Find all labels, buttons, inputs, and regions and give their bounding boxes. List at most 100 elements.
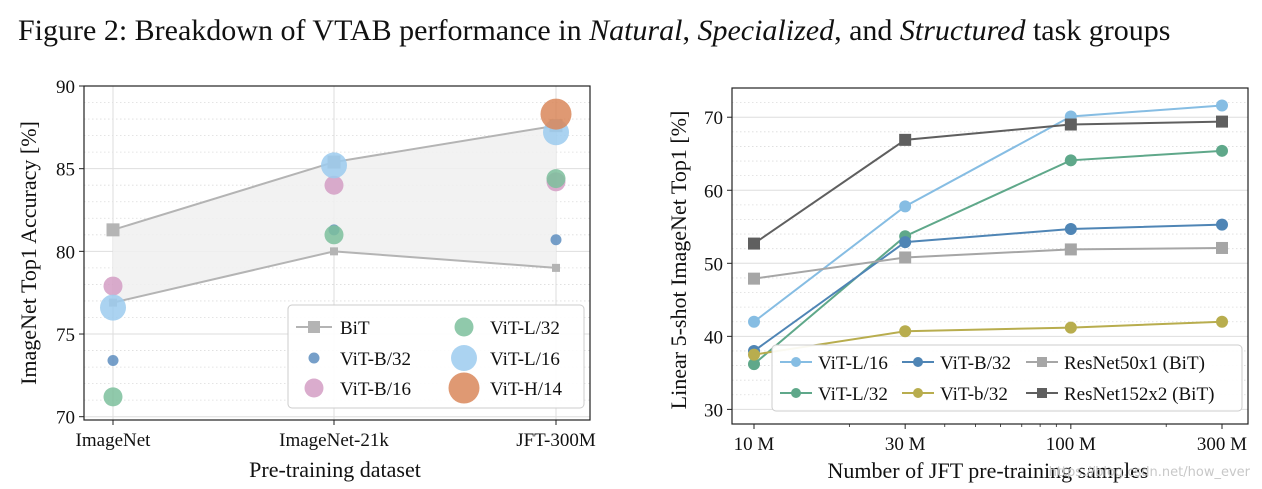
vit-l-16-marker: [899, 200, 912, 213]
left-ytick-label: 85: [56, 160, 75, 181]
resnet152x2-bit-marker: [1064, 118, 1077, 131]
vit-l-32-line: [753, 149, 1223, 365]
vit-l-16-marker: [748, 315, 760, 328]
title-sep1: ,: [682, 14, 698, 47]
vit-l-32-point: [103, 387, 123, 407]
title-suffix: task groups: [1025, 14, 1171, 47]
legend-marker: [913, 388, 923, 398]
resnet50x1-bit-marker: [1064, 243, 1077, 256]
vit-b-16-point: [103, 276, 123, 296]
vit-b-32-point: [550, 234, 562, 246]
legend-marker: [1037, 388, 1047, 398]
left-ytick-label: 80: [56, 242, 75, 263]
left-xlabel: Pre-training dataset: [249, 457, 421, 482]
legend-label: ViT-L/16: [818, 353, 888, 374]
title-sep2: , and: [834, 14, 900, 47]
bit-marker: [106, 223, 120, 237]
title-natural: Natural: [589, 14, 683, 47]
legend-marker: [308, 352, 320, 364]
vit-l-32-marker: [1064, 154, 1077, 167]
resnet50x1-bit-marker: [899, 251, 912, 264]
vit-b-32-marker: [1064, 222, 1077, 235]
resnet152x2-bit-line: [753, 120, 1223, 245]
legend-marker: [913, 357, 923, 367]
legend-bit-marker: [308, 321, 320, 333]
vit-b-32-line: [753, 223, 1223, 352]
bit-range-band: [113, 125, 556, 303]
watermark-text: https://blog.csdn.net/how_ever: [1049, 465, 1251, 480]
vit-b-16-point: [324, 175, 344, 195]
right-ylabel: Linear 5-shot ImageNet Top1 [%]: [666, 111, 691, 410]
left-legend: BiT ViT-L/32 ViT-B/32 ViT-L/16 ViT-B/16 ViT-H…: [287, 304, 585, 409]
right-xtick-label: 30 M: [885, 434, 926, 455]
resnet152x2-bit-marker: [748, 237, 760, 250]
vit-b-32-point: [107, 354, 119, 366]
legend-marker: [791, 388, 801, 398]
vit-l-32-marker: [748, 358, 760, 371]
left-ytick-label: 90: [56, 77, 75, 98]
resnet50x1-bit-line: [753, 246, 1223, 280]
left-xtick-label: ImageNet: [76, 430, 152, 451]
vit-b-32-marker: [1216, 315, 1228, 328]
legend-label: ResNet50x1 (BiT): [1064, 353, 1205, 374]
vit-b-32-marker: [748, 348, 760, 361]
right-ytick-label: 50: [704, 254, 723, 275]
right-ytick-label: 60: [704, 181, 723, 202]
vit-b-32-marker: [1216, 218, 1228, 231]
vit-h-14-point: [540, 98, 572, 130]
legend-marker: [448, 372, 480, 404]
legend-label: ViT-b/32: [940, 384, 1008, 405]
legend-label: ViT-B/32: [340, 349, 411, 370]
right-ytick-label: 70: [704, 108, 723, 129]
right-xlabel: Number of JFT pre-training samples: [828, 458, 1149, 483]
legend-label: ViT-L/32: [818, 384, 888, 405]
legend-label: ViT-B/16: [340, 379, 411, 400]
title-structured: Structured: [899, 14, 1026, 47]
right-ytick-label: 30: [704, 400, 723, 421]
vit-l-32-point: [546, 169, 566, 189]
title-prefix: Figure 2: Breakdown of VTAB performance …: [18, 14, 590, 47]
vit-l-16-point: [100, 294, 126, 321]
right-legend: ViT-L/16 ViT-B/32 ResNet50x1 (BiT) ViT-L/32…: [771, 344, 1243, 412]
left-xtick-label: JFT-300M: [516, 430, 596, 451]
resnet152x2-bit-marker: [1216, 115, 1228, 128]
left-ytick-label: 70: [56, 408, 75, 429]
right-xtick-label: 300 M: [1197, 434, 1247, 455]
legend-label: ViT-H/14: [490, 379, 563, 400]
vit-l-16-point: [321, 152, 347, 179]
left-legend-box: [287, 304, 585, 409]
vit-l-32-point: [324, 225, 344, 245]
legend-marker: [791, 357, 801, 367]
legend-label: ResNet152x2 (BiT): [1064, 384, 1214, 405]
right-xtick-label: 10 M: [734, 434, 775, 455]
bit-lower-marker: [552, 263, 560, 272]
vit-l-16-marker: [1216, 99, 1228, 112]
legend-marker: [454, 317, 474, 337]
vit-b-32-marker: [899, 325, 912, 338]
left-ylabel: ImageNet Top1 Accuracy [%]: [16, 121, 41, 385]
figure-title: Figure 2: Breakdown of VTAB performance …: [18, 14, 1170, 48]
left-ytick-label: 75: [56, 325, 75, 346]
right-plot-frame: [731, 87, 1249, 425]
title-specialized: Specialized: [697, 14, 835, 47]
legend-label: BiT: [340, 318, 370, 339]
legend-marker: [451, 345, 477, 371]
resnet50x1-bit-marker: [748, 272, 760, 285]
resnet50x1-bit-marker: [1216, 241, 1228, 254]
vit-l-32-marker: [1216, 144, 1228, 157]
legend-label: ViT-B/32: [940, 353, 1011, 374]
legend-label: ViT-L/32: [490, 318, 560, 339]
bit-lower-marker: [330, 247, 338, 256]
left-chart: 70 75 80 85 90 ImageNet ImageNet-21k JFT-300M Bi…: [16, 77, 596, 482]
right-ytick-label: 40: [704, 327, 723, 348]
vit-b-32-line: [753, 320, 1223, 356]
legend-label: ViT-L/16: [490, 349, 560, 370]
legend-marker: [304, 378, 324, 398]
right-xtick-label: 100 M: [1046, 434, 1096, 455]
left-plot-frame: [83, 85, 591, 421]
legend-marker: [1037, 357, 1047, 367]
right-legend-box: [771, 344, 1243, 412]
left-xtick-label: ImageNet-21k: [279, 430, 389, 451]
